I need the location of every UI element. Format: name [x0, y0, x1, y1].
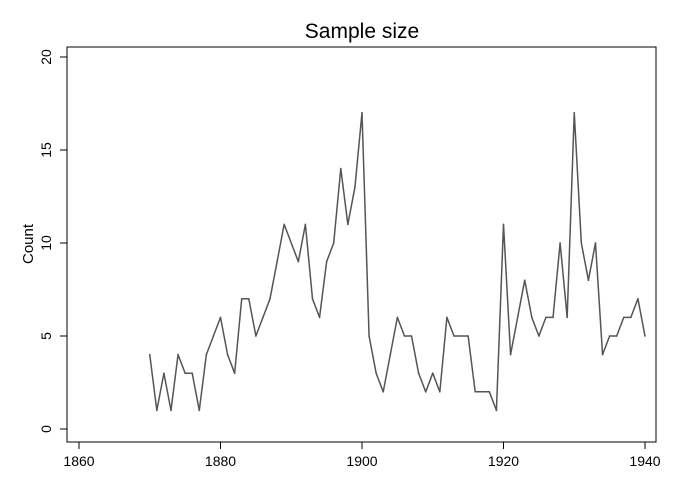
data-point: [594, 242, 597, 244]
data-point: [347, 223, 349, 226]
data-point: [460, 335, 462, 337]
data-point: [248, 298, 250, 300]
series-points: [148, 112, 646, 412]
data-point: [580, 242, 583, 244]
data-point: [177, 353, 179, 356]
data-point: [608, 335, 611, 337]
y-axis-label: Count: [20, 223, 37, 264]
data-point: [566, 316, 568, 319]
data-point: [304, 223, 307, 226]
data-point: [559, 242, 561, 244]
data-point: [481, 391, 484, 393]
data-point: [531, 316, 533, 319]
data-point: [396, 316, 399, 319]
data-point: [552, 316, 554, 319]
data-point: [644, 335, 646, 337]
data-point: [170, 409, 172, 412]
data-point: [184, 372, 186, 375]
data-point: [622, 316, 625, 319]
data-point: [163, 372, 165, 375]
data-point: [148, 353, 151, 356]
data-point: [615, 335, 618, 337]
data-point: [587, 279, 590, 282]
data-point: [637, 298, 639, 300]
data-point: [545, 316, 547, 319]
data-point: [219, 316, 222, 319]
data-point: [467, 335, 469, 337]
data-point: [389, 353, 392, 356]
data-point: [601, 353, 604, 356]
data-point: [410, 335, 413, 337]
x-tick-label: 1920: [488, 453, 519, 469]
y-tick-label: 10: [38, 235, 54, 251]
data-point: [453, 335, 455, 337]
data-point: [474, 391, 477, 393]
y-tick-label: 0: [38, 425, 54, 433]
data-point: [361, 112, 363, 114]
x-tick-label: 1860: [63, 453, 94, 469]
data-point: [191, 372, 193, 375]
data-point: [502, 223, 505, 226]
data-point: [439, 391, 441, 393]
data-point: [283, 223, 285, 226]
data-point: [382, 391, 385, 393]
data-point: [226, 353, 229, 356]
data-point: [431, 372, 434, 375]
data-point: [368, 335, 370, 337]
data-point: [516, 316, 519, 319]
data-point: [509, 353, 512, 356]
data-point: [332, 242, 335, 244]
data-point: [573, 112, 576, 114]
data-point: [262, 316, 264, 319]
data-point: [212, 335, 215, 337]
data-point: [538, 335, 540, 337]
data-point: [290, 242, 293, 244]
x-tick-label: 1900: [346, 453, 377, 469]
x-tick-label: 1880: [205, 453, 236, 469]
data-point: [297, 260, 300, 263]
data-point: [318, 316, 321, 319]
data-point: [403, 335, 406, 337]
data-point: [276, 260, 278, 263]
data-point: [255, 335, 257, 337]
x-tick-label: 1940: [629, 453, 660, 469]
y-axis: 0 5 10 15 20: [38, 49, 67, 433]
data-point: [325, 260, 328, 263]
data-point: [205, 353, 208, 356]
data-point: [233, 372, 236, 375]
data-point: [198, 409, 201, 412]
data-point: [156, 409, 158, 412]
data-point: [446, 316, 448, 319]
y-tick-label: 5: [38, 332, 54, 340]
data-point: [311, 298, 314, 300]
data-point: [375, 372, 377, 375]
data-point: [354, 186, 356, 188]
x-axis: 1860 1880 1900 1920 1940: [63, 442, 661, 469]
data-point: [339, 167, 342, 170]
y-tick-label: 15: [38, 142, 54, 158]
data-point: [240, 298, 243, 300]
y-tick-label: 20: [38, 49, 54, 65]
data-point: [269, 298, 271, 300]
data-point: [424, 391, 427, 393]
data-point: [488, 391, 491, 393]
data-point: [495, 409, 498, 412]
data-point: [523, 279, 526, 282]
data-point: [630, 316, 632, 319]
chart-title: Sample size: [305, 20, 419, 43]
data-point: [417, 372, 420, 375]
